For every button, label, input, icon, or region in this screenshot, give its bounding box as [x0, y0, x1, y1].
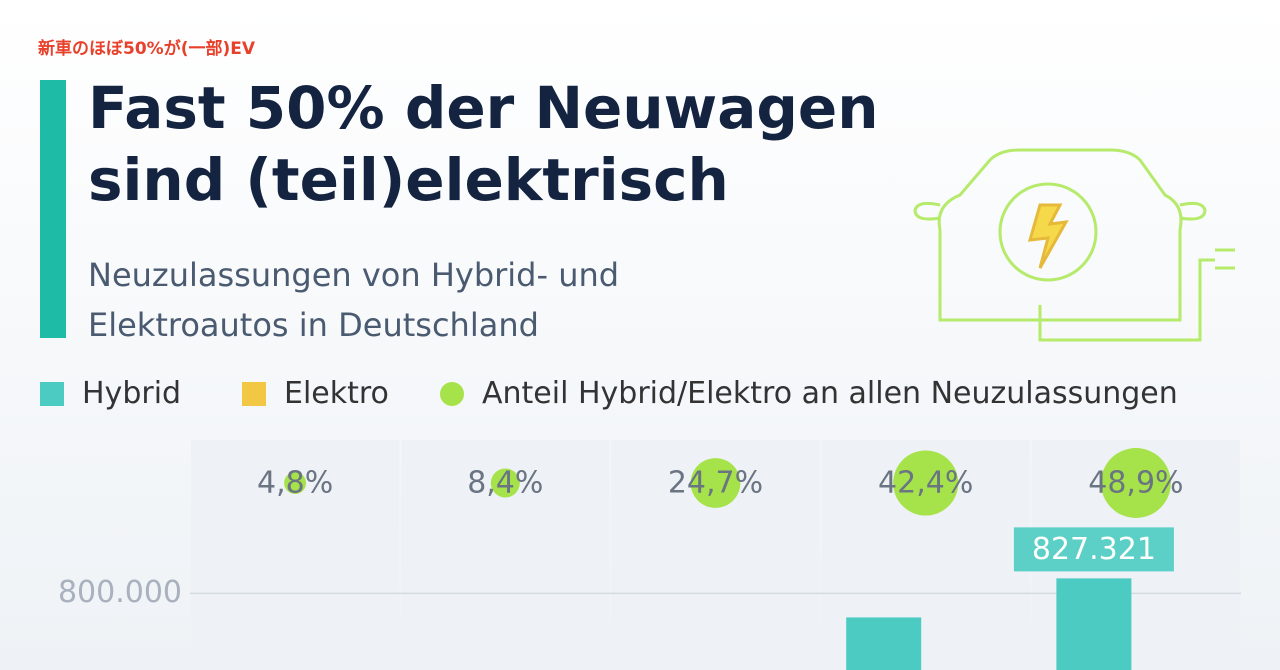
share-bubble: [893, 450, 959, 516]
share-label: 42,4%: [878, 466, 973, 501]
chart-title: Fast 50% der Neuwagen sind (teil)elektri…: [88, 74, 879, 214]
share-label: 4,8%: [257, 466, 333, 501]
value-label: 827.321: [1032, 532, 1156, 567]
legend-marker: [40, 381, 64, 406]
bar: [1056, 578, 1132, 670]
share-bubble: [690, 458, 741, 508]
legend-marker: [440, 381, 464, 406]
share-bubble: [284, 472, 307, 494]
share-label: 8,4%: [467, 466, 543, 501]
chart-subtitle: Neuzulassungen von Hybrid- und Elektroau…: [88, 256, 620, 344]
value-label-box: [1013, 527, 1174, 572]
accent-bar: [40, 80, 66, 338]
bar: [846, 617, 922, 670]
legend-item: Hybrid: [40, 376, 181, 411]
share-label: 48,9%: [1088, 466, 1183, 501]
annotation: 新車のほぼ50%が(一部)EV: [38, 39, 255, 59]
y-tick-label: 800.000: [58, 575, 182, 610]
share-label: 24,7%: [668, 466, 763, 501]
share-bubble: [1100, 448, 1171, 518]
legend-item: Elektro: [242, 376, 389, 411]
legend-marker: [242, 381, 266, 406]
legend-item: Anteil Hybrid/Elektro an allen Neuzulass…: [440, 376, 1178, 411]
legend-label: Elektro: [284, 376, 389, 411]
car-icon: [913, 148, 1235, 342]
share-bubble: [490, 468, 520, 498]
legend-label: Anteil Hybrid/Elektro an allen Neuzulass…: [482, 376, 1178, 411]
legend-label: Hybrid: [82, 376, 182, 411]
